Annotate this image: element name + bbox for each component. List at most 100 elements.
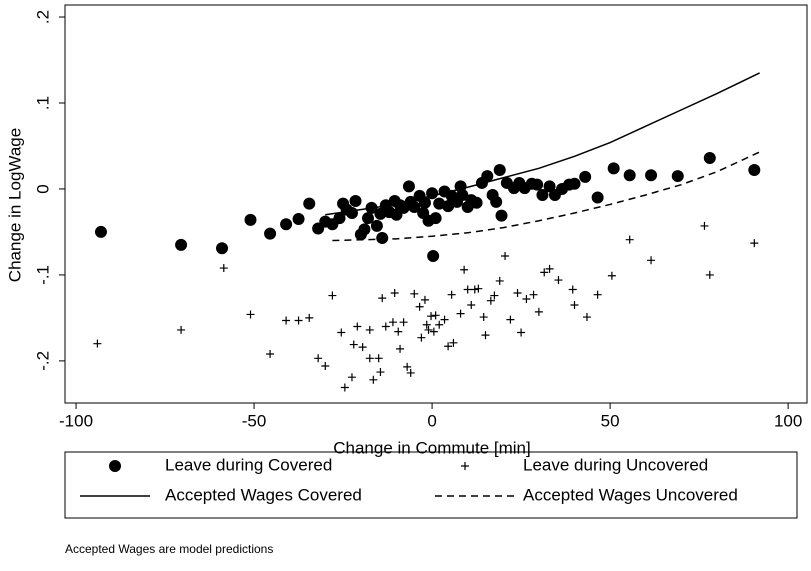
point (545, 264, 554, 273)
point (337, 328, 346, 337)
x-axis-label: Change in Commute [min] (333, 438, 530, 457)
point (506, 315, 515, 324)
point (93, 339, 102, 348)
legend-label: Accepted Wages Covered (165, 485, 362, 504)
point (418, 196, 431, 209)
point (427, 250, 440, 263)
point (345, 207, 358, 220)
point (353, 322, 362, 331)
x-tick-label: -50 (242, 411, 267, 430)
point (607, 162, 620, 175)
point (645, 169, 658, 182)
point (347, 373, 356, 382)
point (593, 290, 602, 299)
point (460, 265, 469, 274)
point (365, 325, 374, 334)
fit-line (325, 72, 760, 216)
point (314, 354, 323, 363)
point (623, 169, 636, 182)
point (750, 239, 759, 248)
point (378, 294, 387, 303)
point (531, 178, 544, 191)
point (399, 318, 408, 327)
point (440, 315, 449, 324)
point (370, 219, 383, 232)
point (408, 201, 421, 214)
point (402, 180, 415, 193)
point (534, 307, 543, 316)
x-tick-label: 100 (774, 411, 802, 430)
point (456, 188, 469, 201)
y-tick-label: -.2 (33, 351, 52, 371)
point (591, 191, 604, 204)
point (219, 264, 228, 273)
point (365, 354, 374, 363)
point (266, 350, 275, 359)
point (349, 194, 362, 207)
point (444, 342, 453, 351)
point (424, 325, 433, 334)
point (481, 331, 490, 340)
point (264, 227, 277, 240)
point (417, 333, 426, 342)
legend-label: Leave during Covered (165, 455, 332, 474)
legend-marker (461, 462, 469, 470)
point (321, 362, 330, 371)
point (415, 302, 424, 311)
point (374, 207, 387, 220)
point (607, 271, 616, 280)
point (358, 343, 367, 352)
point (394, 327, 403, 336)
point (495, 276, 504, 285)
point (376, 231, 389, 244)
legend-frame (64, 451, 798, 519)
legend-label: Accepted Wages Uncovered (523, 485, 738, 504)
point (303, 197, 316, 210)
x-tick-label: 50 (601, 411, 620, 430)
legend-marker (109, 460, 121, 472)
point (449, 338, 458, 347)
point (410, 289, 419, 298)
point (490, 291, 499, 300)
point (442, 200, 455, 213)
point (422, 320, 431, 329)
point (479, 313, 488, 322)
point (517, 328, 526, 337)
point (470, 285, 479, 294)
point (246, 310, 255, 319)
point (463, 285, 472, 294)
point (333, 212, 346, 225)
point (420, 295, 429, 304)
point (490, 195, 503, 208)
point (403, 362, 412, 371)
point (703, 152, 716, 165)
point (390, 288, 399, 297)
point (406, 368, 415, 377)
point (495, 209, 508, 222)
point (486, 296, 495, 305)
point (328, 291, 337, 300)
point (216, 242, 229, 255)
point (470, 196, 483, 209)
point (361, 212, 374, 225)
point (376, 368, 385, 377)
point (340, 383, 349, 392)
note: Accepted Wages are model predictions (65, 542, 273, 556)
point (671, 170, 684, 183)
y-tick-label: .1 (33, 96, 52, 110)
point (568, 285, 577, 294)
point (456, 309, 465, 318)
point (177, 325, 186, 334)
point (427, 312, 436, 321)
x-tick-label: 0 (427, 411, 436, 430)
fit-line (332, 151, 760, 242)
point (705, 270, 714, 279)
point (292, 213, 305, 226)
point (501, 252, 510, 261)
point (429, 212, 442, 225)
point (396, 344, 405, 353)
point (374, 354, 383, 363)
point (447, 290, 456, 299)
point (474, 284, 483, 293)
